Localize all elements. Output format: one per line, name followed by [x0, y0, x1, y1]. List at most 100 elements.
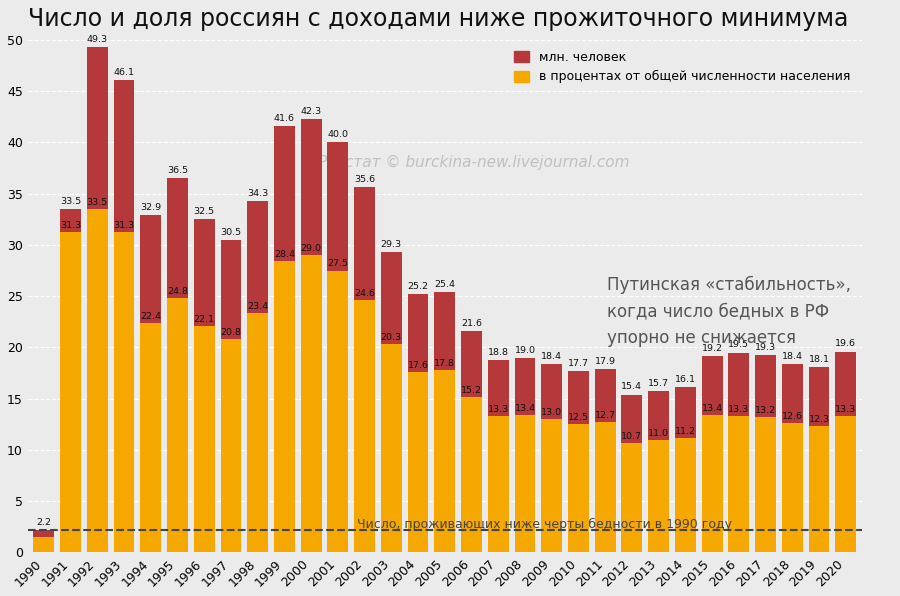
Text: 12.6: 12.6	[782, 412, 803, 421]
Text: 34.3: 34.3	[248, 189, 268, 198]
Text: Путинская «стабильность»,
когда число бедных в РФ
упорно не снижается: Путинская «стабильность», когда число бе…	[608, 276, 851, 347]
Text: 36.5: 36.5	[166, 166, 188, 175]
Bar	[808, 367, 830, 426]
Bar	[140, 323, 161, 552]
Text: 25.2: 25.2	[408, 282, 428, 291]
Bar	[167, 178, 188, 298]
Text: 29.0: 29.0	[301, 244, 321, 253]
Bar	[381, 344, 401, 552]
Text: 13.3: 13.3	[835, 405, 857, 414]
Text: 28.4: 28.4	[274, 250, 295, 259]
Bar	[461, 396, 482, 552]
Bar	[408, 294, 428, 372]
Bar	[622, 443, 643, 552]
Bar	[328, 271, 348, 552]
Text: 15.4: 15.4	[621, 383, 643, 392]
Text: 31.3: 31.3	[60, 221, 81, 229]
Text: 33.5: 33.5	[60, 197, 81, 206]
Text: 21.6: 21.6	[461, 319, 482, 328]
Text: 32.9: 32.9	[140, 203, 161, 212]
Bar	[301, 255, 321, 552]
Text: 27.5: 27.5	[328, 259, 348, 268]
Bar	[595, 422, 616, 552]
Bar	[355, 188, 375, 300]
Bar	[435, 370, 455, 552]
Text: 13.4: 13.4	[701, 404, 723, 413]
Text: 19.3: 19.3	[755, 343, 776, 352]
Text: 12.3: 12.3	[808, 415, 830, 424]
Text: 13.3: 13.3	[488, 405, 508, 414]
Text: 13.2: 13.2	[755, 406, 776, 415]
Text: 11.2: 11.2	[675, 427, 696, 436]
Bar	[568, 371, 589, 424]
Legend: млн. человек, в процентах от общей численности населения: млн. человек, в процентах от общей числе…	[509, 46, 856, 88]
Text: 31.3: 31.3	[113, 221, 135, 229]
Bar	[541, 364, 562, 419]
Bar	[113, 80, 134, 232]
Text: 16.1: 16.1	[675, 375, 696, 384]
Bar	[328, 142, 348, 271]
Bar	[355, 300, 375, 552]
Text: 12.7: 12.7	[595, 411, 616, 420]
Text: 15.7: 15.7	[648, 380, 669, 389]
Text: 11.0: 11.0	[648, 429, 669, 437]
Text: 17.7: 17.7	[568, 359, 589, 368]
Bar	[675, 387, 696, 437]
Text: 35.6: 35.6	[354, 175, 375, 184]
Text: 40.0: 40.0	[328, 131, 348, 139]
Text: 24.6: 24.6	[354, 289, 375, 298]
Bar	[568, 424, 589, 552]
Bar	[835, 352, 856, 416]
Bar	[648, 440, 669, 552]
Bar	[113, 232, 134, 552]
Bar	[488, 360, 508, 416]
Bar	[140, 215, 161, 323]
Bar	[541, 419, 562, 552]
Bar	[755, 355, 776, 417]
Bar	[488, 416, 508, 552]
Text: 12.5: 12.5	[568, 413, 589, 422]
Bar	[274, 126, 295, 261]
Bar	[60, 232, 81, 552]
Text: 19.5: 19.5	[728, 340, 750, 349]
Bar	[220, 339, 241, 552]
Text: 13.0: 13.0	[541, 408, 562, 417]
Bar	[728, 353, 750, 416]
Text: 18.1: 18.1	[808, 355, 830, 364]
Bar	[274, 261, 295, 552]
Text: 25.4: 25.4	[435, 280, 455, 289]
Text: 18.4: 18.4	[541, 352, 562, 361]
Text: 22.4: 22.4	[140, 312, 161, 321]
Text: 33.5: 33.5	[86, 198, 108, 207]
Text: 17.9: 17.9	[595, 357, 616, 366]
Bar	[194, 219, 215, 326]
Bar	[675, 437, 696, 552]
Text: 18.8: 18.8	[488, 347, 508, 356]
Text: 18.4: 18.4	[782, 352, 803, 361]
Text: 17.8: 17.8	[435, 359, 455, 368]
Text: 46.1: 46.1	[113, 68, 134, 77]
Text: 17.6: 17.6	[408, 361, 428, 370]
Bar	[648, 392, 669, 440]
Bar	[33, 530, 54, 537]
Text: 19.0: 19.0	[515, 346, 536, 355]
Bar	[755, 417, 776, 552]
Bar	[782, 364, 803, 423]
Bar	[461, 331, 482, 396]
Bar	[515, 415, 536, 552]
Bar	[87, 209, 108, 552]
Text: Число, проживающих ниже черты бедности в 1990 году: Число, проживающих ниже черты бедности в…	[357, 518, 733, 531]
Text: 13.3: 13.3	[728, 405, 750, 414]
Text: 30.5: 30.5	[220, 228, 241, 237]
Bar	[515, 358, 536, 415]
Text: 32.5: 32.5	[194, 207, 215, 216]
Text: 20.3: 20.3	[381, 333, 402, 342]
Text: 24.8: 24.8	[167, 287, 188, 296]
Bar	[60, 209, 81, 232]
Bar	[808, 426, 830, 552]
Text: 41.6: 41.6	[274, 114, 295, 123]
Bar	[835, 416, 856, 552]
Text: 42.3: 42.3	[301, 107, 321, 116]
Text: 13.4: 13.4	[515, 404, 536, 413]
Bar	[702, 356, 723, 415]
